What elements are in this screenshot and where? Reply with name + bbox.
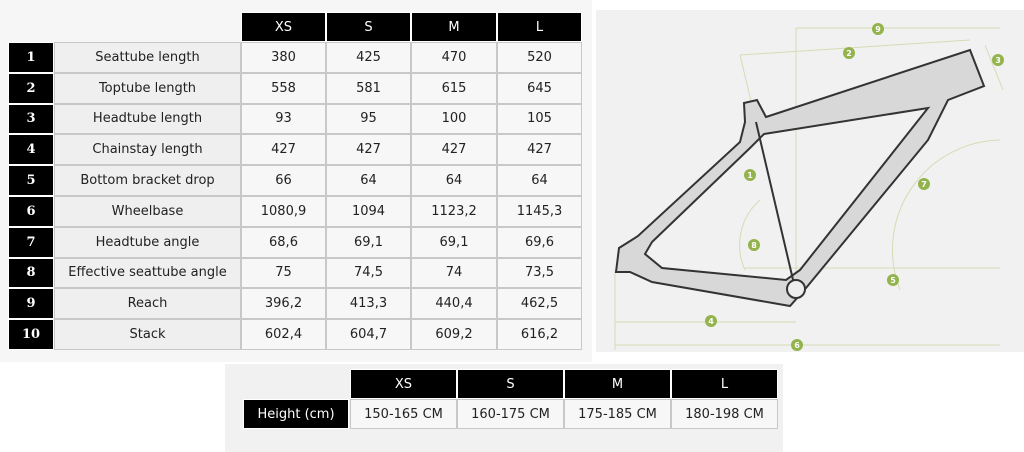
cell-value: 602,4 bbox=[241, 319, 326, 350]
marker-dot bbox=[744, 169, 756, 181]
cell-value: 69,6 bbox=[497, 226, 582, 258]
cell-value: 150-165 CM bbox=[350, 399, 457, 429]
cell-value: 581 bbox=[326, 72, 411, 104]
cell-value: 175-185 CM bbox=[564, 399, 671, 429]
cell-value: 470 bbox=[411, 42, 497, 73]
row-label: Seattube length bbox=[54, 42, 241, 73]
row-label: Reach bbox=[54, 288, 241, 320]
cell-value: 1094 bbox=[326, 196, 411, 227]
cell-value: 69,1 bbox=[411, 226, 497, 258]
marker-label: 6 bbox=[794, 341, 800, 350]
row-number: 5 bbox=[8, 165, 54, 196]
row-label: Height (cm) bbox=[243, 399, 349, 429]
cell-value: 74 bbox=[411, 257, 497, 289]
cell-value: 413,3 bbox=[326, 288, 411, 320]
row-label: Headtube length bbox=[54, 103, 241, 135]
column-header: S bbox=[326, 12, 411, 42]
row-number: 8 bbox=[8, 257, 54, 289]
cell-value: 604,7 bbox=[326, 319, 411, 350]
marker-dot bbox=[918, 178, 930, 190]
row-label: Bottom bracket drop bbox=[54, 165, 241, 196]
cell-value: 1080,9 bbox=[241, 196, 326, 227]
cell-value: 645 bbox=[497, 72, 582, 104]
cell-value: 73,5 bbox=[497, 257, 582, 289]
cell-value: 69,1 bbox=[326, 226, 411, 258]
cell-value: 100 bbox=[411, 103, 497, 135]
marker-dot bbox=[705, 315, 717, 327]
marker-label: 2 bbox=[846, 49, 852, 58]
column-header: M bbox=[564, 369, 671, 399]
marker-label: 4 bbox=[708, 317, 714, 326]
cell-value: 558 bbox=[241, 72, 326, 104]
cell-value: 180-198 CM bbox=[671, 399, 778, 429]
row-label: Effective seattube angle bbox=[54, 257, 241, 289]
cell-value: 1123,2 bbox=[411, 196, 497, 227]
column-header: XS bbox=[350, 369, 457, 399]
marker-dot bbox=[887, 274, 899, 286]
marker-dot bbox=[748, 239, 760, 251]
cell-value: 462,5 bbox=[497, 288, 582, 320]
cell-value: 427 bbox=[497, 134, 582, 166]
cell-value: 160-175 CM bbox=[457, 399, 564, 429]
cell-value: 427 bbox=[411, 134, 497, 166]
cell-value: 380 bbox=[241, 42, 326, 73]
cell-value: 105 bbox=[497, 103, 582, 135]
row-number: 7 bbox=[8, 226, 54, 258]
column-header: S bbox=[457, 369, 564, 399]
cell-value: 64 bbox=[411, 165, 497, 196]
column-header: L bbox=[497, 12, 582, 42]
row-number: 1 bbox=[8, 42, 54, 73]
cell-value: 64 bbox=[497, 165, 582, 196]
cell-value: 609,2 bbox=[411, 319, 497, 350]
row-label: Toptube length bbox=[54, 72, 241, 104]
marker-label: 9 bbox=[875, 25, 881, 34]
cell-value: 520 bbox=[497, 42, 582, 73]
marker-label: 1 bbox=[747, 171, 753, 180]
cell-value: 616,2 bbox=[497, 319, 582, 350]
cell-value: 440,4 bbox=[411, 288, 497, 320]
row-label: Stack bbox=[54, 319, 241, 350]
marker-label: 7 bbox=[921, 180, 927, 189]
column-header: L bbox=[671, 369, 778, 399]
cell-value: 68,6 bbox=[241, 226, 326, 258]
cell-value: 74,5 bbox=[326, 257, 411, 289]
cell-value: 425 bbox=[326, 42, 411, 73]
marker-dot bbox=[872, 23, 884, 35]
cell-value: 93 bbox=[241, 103, 326, 135]
marker-dot bbox=[843, 47, 855, 59]
marker-label: 8 bbox=[751, 241, 757, 250]
row-number: 3 bbox=[8, 103, 54, 135]
row-number: 6 bbox=[8, 196, 54, 227]
cell-value: 95 bbox=[326, 103, 411, 135]
cell-value: 615 bbox=[411, 72, 497, 104]
cell-value: 1145,3 bbox=[497, 196, 582, 227]
cell-value: 66 bbox=[241, 165, 326, 196]
row-label: Wheelbase bbox=[54, 196, 241, 227]
row-number: 2 bbox=[8, 72, 54, 104]
cell-value: 75 bbox=[241, 257, 326, 289]
row-label: Headtube angle bbox=[54, 226, 241, 258]
marker-dot bbox=[992, 54, 1004, 66]
row-label: Chainstay length bbox=[54, 134, 241, 166]
cell-value: 64 bbox=[326, 165, 411, 196]
column-header: M bbox=[411, 12, 497, 42]
marker-dot bbox=[791, 339, 803, 351]
row-number: 4 bbox=[8, 134, 54, 166]
row-number: 10 bbox=[8, 319, 54, 350]
cell-value: 396,2 bbox=[241, 288, 326, 320]
marker-label: 3 bbox=[995, 56, 1001, 65]
column-header: XS bbox=[241, 12, 326, 42]
cell-value: 427 bbox=[241, 134, 326, 166]
row-number: 9 bbox=[8, 288, 54, 320]
cell-value: 427 bbox=[326, 134, 411, 166]
marker-label: 5 bbox=[890, 276, 896, 285]
